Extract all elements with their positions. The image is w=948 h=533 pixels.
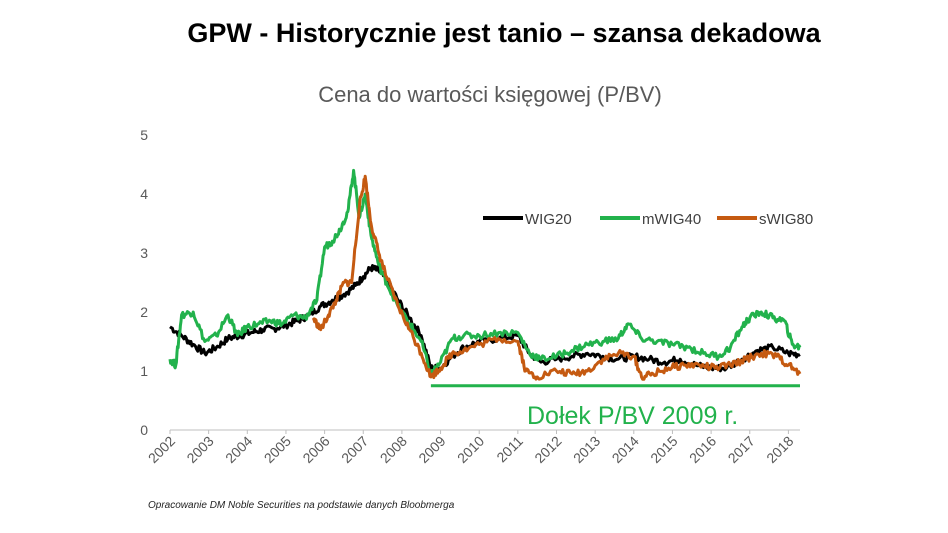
x-tick-14: 2016 [686,433,719,466]
x-axis-ticks: 2002 2003 2004 2005 2006 2007 2008 2009 2010 2011… [145,430,797,466]
x-tick-13: 2015 [647,433,680,466]
y-tick-4: 4 [140,186,148,202]
series-line-wig20 [169,264,801,373]
x-tick-3: 2005 [261,433,294,466]
y-tick-5: 5 [140,127,148,143]
y-tick-1: 1 [140,363,148,379]
y-tick-3: 3 [140,245,148,261]
series-lines [168,168,802,381]
series-line-swig80 [311,174,802,381]
chart-legend: WIG20 mWIG40 sWIG80 [483,211,813,228]
slide-title: GPW - Historycznie jest tanio – szansa d… [187,18,821,48]
x-tick-11: 2013 [570,433,603,466]
legend-label-wig20: WIG20 [525,211,572,228]
x-tick-10: 2012 [531,433,564,466]
y-tick-2: 2 [140,304,148,320]
x-tick-16: 2018 [763,433,796,466]
x-tick-2: 2004 [222,433,255,466]
y-axis-ticks: 0 1 2 3 4 5 [140,127,148,438]
x-tick-0: 2002 [145,433,178,466]
x-tick-15: 2017 [725,433,758,466]
annotation-label: Dołek P/BV 2009 r. [527,402,738,430]
x-tick-12: 2014 [609,433,642,466]
x-tick-8: 2010 [454,433,487,466]
x-tick-7: 2009 [415,433,448,466]
y-tick-0: 0 [140,422,148,438]
x-tick-5: 2007 [338,433,371,466]
legend-label-swig80: sWIG80 [759,211,813,228]
x-tick-1: 2003 [183,433,216,466]
x-tick-9: 2011 [493,433,526,466]
chart-title: Cena do wartości księgowej (P/BV) [318,82,662,107]
source-note: Opracowanie DM Noble Securities na podst… [148,500,455,511]
legend-label-mwig40: mWIG40 [642,211,701,228]
x-tick-4: 2006 [299,433,332,466]
x-tick-6: 2008 [377,433,410,466]
